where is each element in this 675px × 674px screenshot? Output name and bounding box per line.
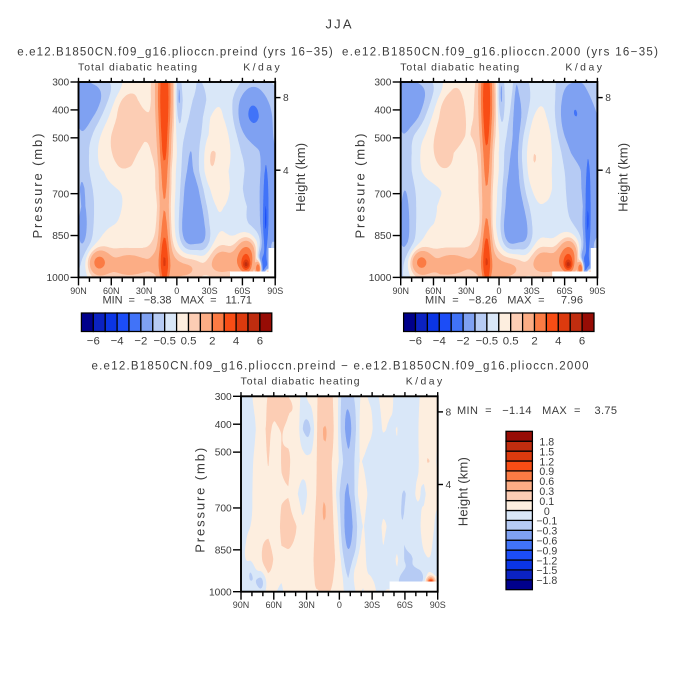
svg-text:JJA: JJA	[326, 17, 352, 32]
svg-text:−1.2: −1.2	[536, 555, 557, 567]
svg-text:e.e12.B1850CN.f09_g16.plioccn.: e.e12.B1850CN.f09_g16.plioccn.preind (yr…	[17, 47, 333, 59]
svg-text:700: 700	[215, 504, 232, 515]
svg-text:−6: −6	[87, 336, 100, 348]
svg-text:0: 0	[496, 286, 501, 296]
svg-text:30N: 30N	[458, 286, 475, 296]
svg-text:0: 0	[337, 600, 342, 610]
svg-text:90S: 90S	[430, 600, 446, 610]
svg-text:0.5: 0.5	[181, 336, 197, 348]
svg-text:MIN = −1.14 MAX = 3.7: MIN = −1.14 MAX = 3.75	[457, 405, 617, 417]
svg-text:60S: 60S	[557, 286, 573, 296]
svg-text:2: 2	[531, 336, 537, 348]
svg-text:30S: 30S	[524, 286, 540, 296]
svg-text:−2: −2	[134, 336, 147, 348]
svg-text:850: 850	[374, 231, 391, 242]
svg-text:K/day: K/day	[406, 377, 443, 388]
svg-text:Height (km): Height (km)	[615, 143, 630, 212]
svg-text:1000: 1000	[369, 273, 392, 284]
svg-text:400: 400	[374, 106, 391, 117]
svg-text:Total diabatic heating: Total diabatic heating	[241, 377, 360, 388]
svg-text:−1.8: −1.8	[536, 575, 557, 587]
svg-text:e.e12.B1850CN.f09_g16.plioccn.: e.e12.B1850CN.f09_g16.plioccn.2000 (yrs …	[342, 47, 658, 59]
svg-text:−2: −2	[457, 336, 470, 348]
svg-text:−4: −4	[433, 336, 446, 348]
svg-text:−0.5: −0.5	[476, 336, 499, 348]
svg-text:1.2: 1.2	[539, 456, 554, 468]
svg-text:0.9: 0.9	[539, 466, 554, 478]
svg-text:Height (km): Height (km)	[456, 457, 471, 526]
svg-text:500: 500	[52, 133, 69, 144]
svg-text:−6: −6	[409, 336, 422, 348]
svg-text:Total diabatic heating: Total diabatic heating	[400, 62, 519, 73]
svg-text:4: 4	[605, 166, 611, 177]
svg-text:1000: 1000	[209, 587, 232, 598]
svg-text:4: 4	[233, 336, 239, 348]
svg-text:−0.6: −0.6	[536, 536, 557, 548]
svg-text:1000: 1000	[47, 273, 70, 284]
svg-text:500: 500	[374, 133, 391, 144]
svg-text:300: 300	[374, 78, 391, 89]
svg-text:0.6: 0.6	[539, 476, 554, 488]
svg-text:−0.9: −0.9	[536, 545, 557, 557]
svg-text:4: 4	[283, 166, 289, 177]
svg-text:−1.5: −1.5	[536, 565, 557, 577]
svg-text:60N: 60N	[266, 600, 283, 610]
svg-text:30S: 30S	[202, 286, 218, 296]
svg-text:−0.1: −0.1	[536, 516, 557, 528]
svg-text:90S: 90S	[267, 286, 283, 296]
svg-text:1.8: 1.8	[539, 437, 554, 449]
svg-text:500: 500	[215, 448, 232, 459]
svg-text:60N: 60N	[103, 286, 120, 296]
svg-text:90S: 90S	[589, 286, 605, 296]
svg-text:e.e12.B1850CN.f09_g16.plioccn.: e.e12.B1850CN.f09_g16.plioccn.preind − e…	[92, 361, 589, 373]
svg-text:30N: 30N	[298, 600, 315, 610]
svg-text:−0.5: −0.5	[153, 336, 176, 348]
svg-text:K/day: K/day	[243, 62, 280, 73]
svg-text:Pressure (mb): Pressure (mb)	[352, 134, 367, 239]
svg-text:MIN = −8.26 MAX = 7.: MIN = −8.26 MAX = 7.96	[425, 295, 583, 307]
svg-text:700: 700	[374, 189, 391, 200]
svg-text:400: 400	[215, 420, 232, 431]
svg-text:30N: 30N	[136, 286, 153, 296]
svg-text:60S: 60S	[397, 600, 413, 610]
svg-text:K/day: K/day	[565, 62, 602, 73]
svg-text:850: 850	[52, 231, 69, 242]
svg-text:0: 0	[544, 506, 550, 518]
svg-text:6: 6	[257, 336, 263, 348]
svg-text:90N: 90N	[70, 286, 87, 296]
svg-text:6: 6	[579, 336, 585, 348]
svg-text:700: 700	[52, 189, 69, 200]
svg-text:90N: 90N	[392, 286, 409, 296]
svg-text:300: 300	[215, 392, 232, 403]
svg-text:Total diabatic heating: Total diabatic heating	[78, 62, 197, 73]
svg-text:300: 300	[52, 78, 69, 89]
svg-text:2: 2	[209, 336, 215, 348]
svg-text:−0.3: −0.3	[536, 526, 557, 538]
svg-text:8: 8	[446, 408, 452, 419]
svg-text:60S: 60S	[234, 286, 250, 296]
svg-text:Pressure (mb): Pressure (mb)	[30, 134, 45, 239]
svg-text:0.5: 0.5	[503, 336, 519, 348]
svg-text:0.1: 0.1	[539, 496, 554, 508]
svg-text:Pressure (mb): Pressure (mb)	[193, 448, 208, 553]
svg-text:4: 4	[555, 336, 561, 348]
svg-text:850: 850	[215, 545, 232, 556]
svg-text:MIN = −8.38 MAX = 11.7: MIN = −8.38 MAX = 11.71	[103, 295, 252, 307]
svg-text:−4: −4	[111, 336, 124, 348]
svg-text:0.3: 0.3	[539, 486, 554, 498]
svg-text:4: 4	[446, 480, 452, 491]
svg-text:60N: 60N	[425, 286, 442, 296]
svg-text:8: 8	[605, 93, 611, 104]
svg-text:400: 400	[52, 106, 69, 117]
svg-text:Height (km): Height (km)	[293, 143, 308, 212]
svg-text:0: 0	[174, 286, 179, 296]
svg-text:30S: 30S	[364, 600, 380, 610]
svg-text:1.5: 1.5	[539, 446, 554, 458]
svg-text:90N: 90N	[233, 600, 250, 610]
svg-text:8: 8	[283, 93, 289, 104]
